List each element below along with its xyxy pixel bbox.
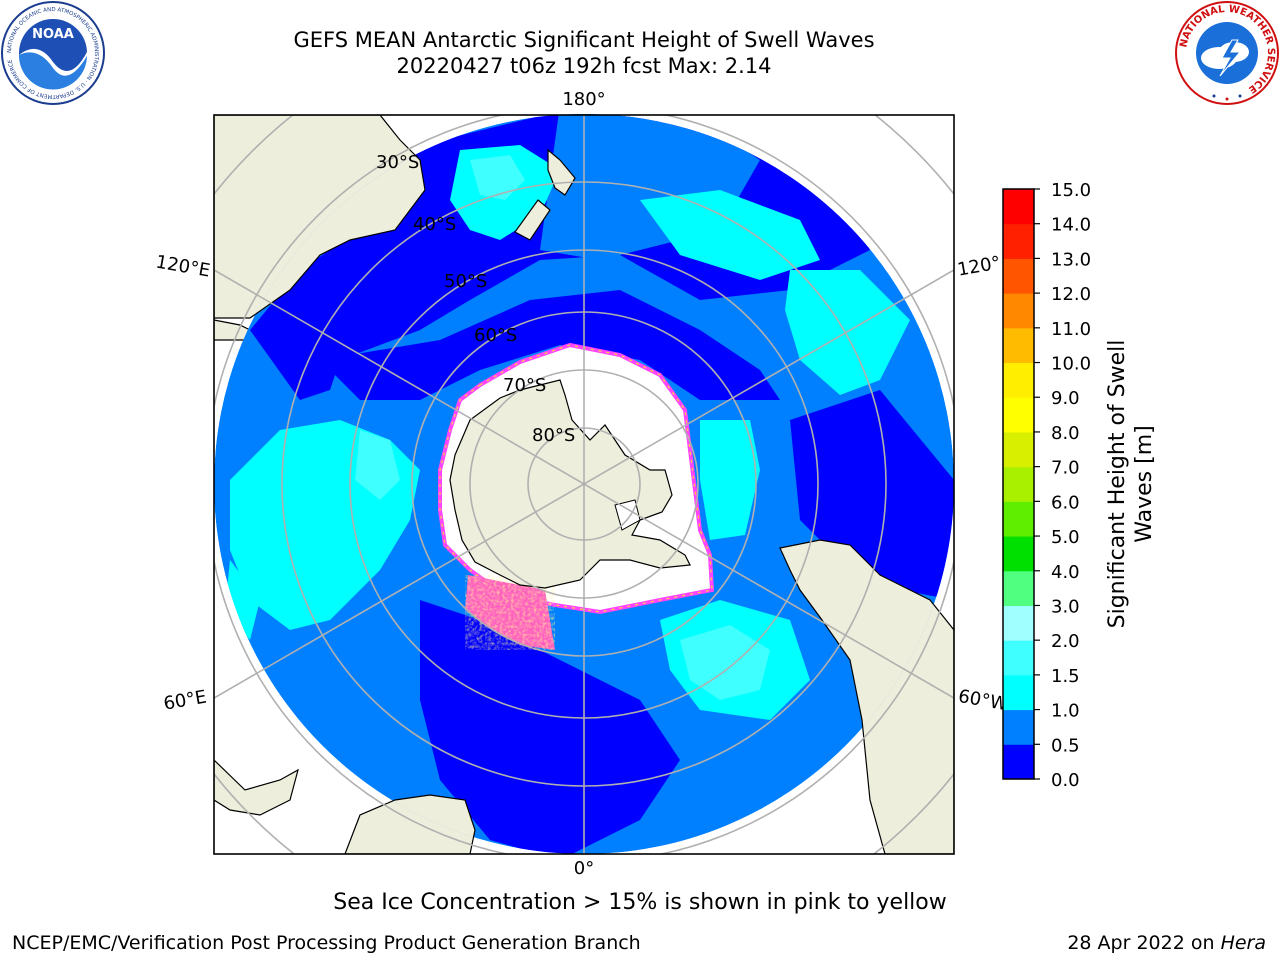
map-panel: 180° 120°E 120° 60°E 60°W 0° 30°S 40°S 5… [154, 89, 1010, 879]
colorbar-segment [1003, 570, 1034, 606]
colorbar-segment [1003, 674, 1034, 711]
noaa-wordmark: NOAA [32, 27, 74, 42]
graticule [214, 115, 954, 854]
footer-date: 28 Apr 2022 on Hera [1067, 932, 1266, 954]
colorbar-segment [1003, 501, 1034, 537]
lon-label-120e: 120°E [154, 251, 212, 281]
footer-credit: NCEP/EMC/Verification Post Processing Pr… [12, 932, 641, 954]
footer-host: Hera [1220, 932, 1266, 954]
colorbar-segment [1003, 709, 1034, 745]
colorbar-segment [1003, 362, 1034, 398]
colorbar-segments [1003, 189, 1034, 780]
lat-label-40s: 40°S [413, 214, 456, 235]
map-frame [213, 114, 955, 855]
colorbar-tick-label: 11.0 [1051, 319, 1091, 340]
footer-date-text: 28 Apr 2022 on [1067, 932, 1221, 954]
colorbar-tick-label: 13.0 [1051, 249, 1091, 270]
colorbar-segment [1003, 744, 1034, 780]
lon-label-120w: 120° [956, 252, 1002, 280]
colorbar-segment [1003, 466, 1034, 502]
lon-label-180: 180° [562, 89, 605, 110]
colorbar-tick-label: 0.0 [1051, 770, 1080, 791]
colorbar-segment [1003, 605, 1034, 641]
colorbar-segment [1003, 536, 1034, 572]
colorbar-tick-label: 7.0 [1051, 458, 1080, 479]
chart-subtitle: 20220427 t06z 192h fcst Max: 2.14 [396, 54, 772, 78]
lon-label-60e: 60°E [162, 686, 208, 714]
colorbar-tick-label: 8.0 [1051, 423, 1080, 444]
lat-label-60s: 60°S [474, 325, 517, 346]
colorbar-segment [1003, 327, 1034, 364]
colorbar-tick-label: 10.0 [1051, 354, 1091, 375]
colorbar-tick-label: 1.0 [1051, 701, 1080, 722]
lon-label-60w: 60°W [957, 686, 1010, 715]
noaa-logo: NATIONAL OCEANIC AND ATMOSPHERIC ADMINIS… [1, 1, 105, 105]
colorbar-tick-label: 15.0 [1051, 180, 1091, 201]
colorbar-segment [1003, 397, 1034, 433]
colorbar-frame [1002, 188, 1035, 780]
colorbar-segment [1003, 189, 1034, 225]
lat-label-80s: 80°S [532, 425, 575, 446]
colorbar-segment [1003, 258, 1034, 294]
colorbar-segment [1003, 640, 1034, 676]
colorbar-tick-label: 12.0 [1051, 284, 1091, 305]
colorbar-label-line2: Waves [m] [1132, 425, 1157, 542]
colorbar-tick-label: 6.0 [1051, 492, 1080, 513]
colorbar-tick-label: 4.0 [1051, 562, 1080, 583]
sea-ice-note: Sea Ice Concentration > 15% is shown in … [333, 890, 947, 915]
colorbar-tick-label: 14.0 [1051, 215, 1091, 236]
colorbar: 0.0 0.5 1.0 1.5 2.0 3.0 4.0 5.0 6.0 7.0 8.0 9.0 10.0… [1002, 180, 1157, 791]
lon-label-0: 0° [574, 858, 594, 879]
colorbar-segment [1003, 293, 1034, 329]
colorbar-ticks: 0.0 0.5 1.0 1.5 2.0 3.0 4.0 5.0 6.0 7.0 8.0 9.0 10.0… [1034, 180, 1091, 791]
colorbar-label-line1: Significant Height of Swell [1105, 340, 1130, 629]
colorbar-tick-label: 5.0 [1051, 527, 1080, 548]
chart-title: GEFS MEAN Antarctic Significant Height o… [293, 28, 875, 52]
colorbar-tick-label: 1.5 [1051, 666, 1080, 687]
colorbar-tick-label: 9.0 [1051, 388, 1080, 409]
colorbar-segment [1003, 431, 1034, 468]
lat-label-70s: 70°S [503, 375, 546, 396]
colorbar-tick-label: 2.0 [1051, 631, 1080, 652]
colorbar-tick-label: 0.5 [1051, 735, 1080, 756]
lat-label-50s: 50°S [444, 271, 487, 292]
colorbar-segment [1003, 223, 1034, 259]
nws-logo: NATIONAL WEATHER SERVICE [1175, 1, 1279, 105]
colorbar-tick-label: 3.0 [1051, 596, 1080, 617]
lat-label-30s: 30°S [376, 152, 419, 173]
